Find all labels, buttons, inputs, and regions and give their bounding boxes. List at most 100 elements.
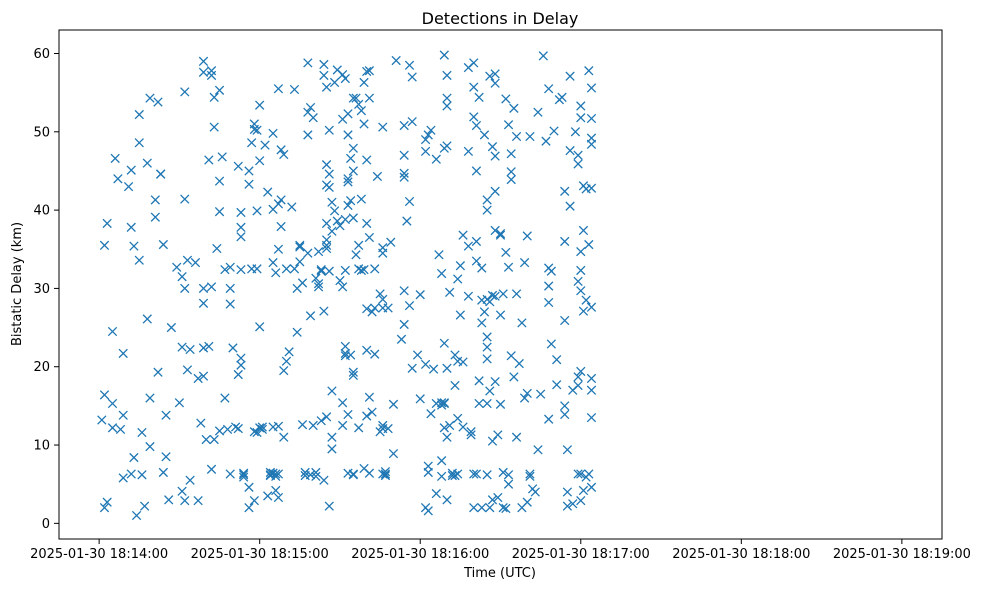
data-point [474, 92, 484, 103]
data-point [359, 77, 369, 88]
data-point [343, 130, 353, 140]
data-point [546, 266, 556, 276]
data-point [367, 307, 377, 317]
data-point [378, 420, 388, 431]
data-point [530, 487, 540, 497]
data-point [236, 264, 246, 275]
data-point [356, 265, 367, 276]
data-point [129, 452, 139, 463]
data-point [578, 485, 589, 496]
data-point [158, 239, 169, 250]
data-point [329, 77, 340, 88]
data-point [113, 174, 123, 184]
data-point [485, 386, 495, 396]
data-point [469, 503, 479, 513]
data-point [164, 495, 174, 505]
data-point [139, 501, 150, 511]
data-point [220, 264, 230, 275]
y-tick-label: 10 [33, 439, 50, 454]
data-point [439, 50, 449, 60]
data-point [573, 380, 583, 391]
data-point [482, 342, 492, 352]
data-point [490, 151, 500, 161]
data-point [308, 113, 318, 123]
data-point [560, 315, 570, 326]
data-point [380, 469, 391, 479]
data-point [348, 143, 358, 153]
data-point [177, 342, 187, 352]
data-point [578, 306, 589, 316]
data-point [586, 373, 597, 384]
data-point [340, 265, 350, 276]
data-point [442, 101, 452, 111]
data-point [458, 357, 468, 367]
data-point [362, 345, 372, 355]
data-point [238, 472, 249, 482]
data-point [97, 415, 107, 425]
data-point [469, 82, 479, 92]
data-point [225, 262, 235, 272]
data-point [535, 389, 546, 399]
data-point [257, 424, 268, 435]
x-axis-ticks: 2025-01-30 18:14:00 2025-01-30 18:15:00 20… [30, 539, 971, 562]
data-point [303, 248, 313, 258]
data-point [487, 290, 498, 301]
data-point [442, 363, 452, 373]
data-point [225, 299, 235, 309]
data-point [354, 240, 364, 251]
data-point [511, 432, 522, 442]
data-point [236, 353, 246, 363]
data-point [482, 195, 492, 205]
data-point [356, 194, 367, 204]
data-point [399, 120, 409, 131]
data-point [525, 131, 535, 142]
data-point [214, 207, 225, 217]
data-point [455, 261, 466, 271]
data-point [102, 497, 112, 507]
data-point [305, 102, 316, 113]
data-point [509, 103, 519, 113]
data-point [370, 303, 380, 313]
data-point [297, 420, 308, 430]
data-point [295, 242, 305, 252]
data-point [321, 160, 332, 170]
data-point [498, 467, 508, 478]
data-point [313, 282, 324, 292]
data-point [402, 216, 412, 226]
data-point [420, 359, 431, 370]
data-point [263, 187, 273, 197]
data-point [316, 416, 326, 426]
data-point [576, 366, 586, 377]
data-point [233, 369, 243, 380]
data-point [289, 84, 300, 95]
data-point [562, 487, 573, 497]
data-point [546, 339, 556, 349]
data-point [212, 243, 222, 254]
y-tick-label: 0 [42, 517, 50, 532]
data-point [399, 168, 409, 178]
data-point [445, 420, 455, 431]
data-point [311, 467, 321, 478]
data-point [244, 503, 254, 513]
data-point [156, 169, 166, 179]
data-point [442, 432, 452, 442]
data-point [370, 349, 380, 359]
data-point [576, 101, 586, 111]
data-point [107, 398, 118, 409]
data-point [137, 470, 147, 480]
data-point [463, 241, 474, 251]
data-point [214, 176, 225, 186]
data-point [404, 60, 415, 70]
data-point [450, 380, 460, 391]
data-point [137, 427, 147, 438]
data-markers [97, 50, 597, 521]
data-point [466, 427, 476, 437]
data-point [340, 214, 350, 225]
data-point [552, 380, 562, 390]
data-point [228, 343, 238, 353]
data-point [337, 282, 348, 292]
data-point [544, 281, 554, 291]
data-point [364, 66, 375, 76]
data-point [428, 364, 439, 374]
data-point [380, 470, 391, 481]
